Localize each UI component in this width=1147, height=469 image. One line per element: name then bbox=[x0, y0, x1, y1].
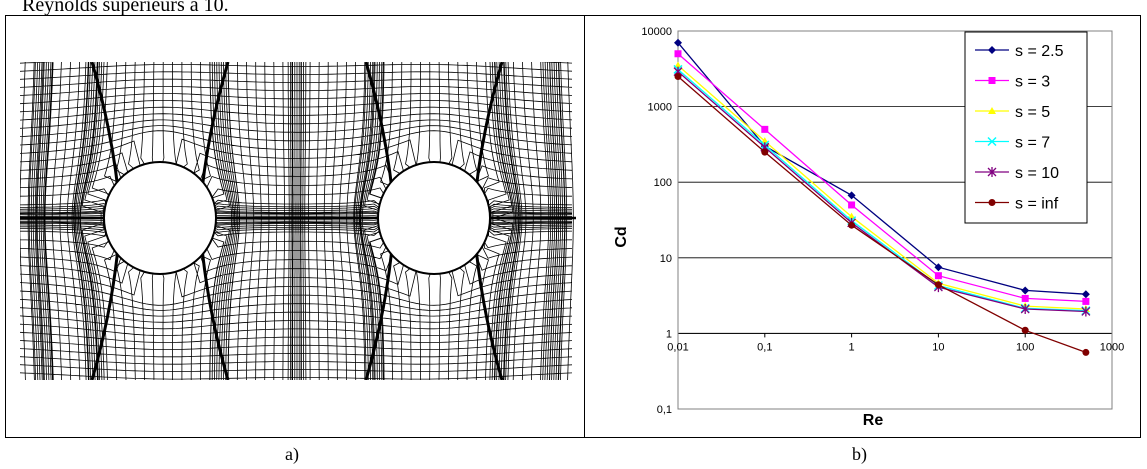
y-tick-label: 0,1 bbox=[657, 404, 672, 416]
y-tick-label: 1000 bbox=[648, 102, 672, 114]
data-point bbox=[1021, 286, 1030, 295]
legend-label: s = 3 bbox=[1015, 74, 1050, 91]
data-point bbox=[934, 272, 942, 280]
caption-b: b) bbox=[852, 444, 867, 464]
data-point bbox=[988, 77, 996, 84]
x-tick-labels: 0,01 0,1 1 10 100 1000 bbox=[667, 341, 1124, 353]
cylinder-right bbox=[377, 161, 491, 275]
data-point bbox=[934, 281, 942, 289]
data-point bbox=[847, 191, 856, 200]
legend-label: s = 2.5 bbox=[1015, 43, 1064, 60]
cylinder-left bbox=[103, 161, 217, 275]
header-text: Reynolds supérieurs à 10. bbox=[22, 0, 229, 16]
y-axis-label: Cd bbox=[613, 226, 630, 247]
legend-label: s = 5 bbox=[1015, 104, 1050, 121]
data-point bbox=[1081, 290, 1090, 299]
series-line bbox=[677, 53, 1086, 303]
chart-series bbox=[673, 38, 1091, 356]
data-point bbox=[761, 148, 769, 156]
x-tick-label: 0,01 bbox=[667, 341, 688, 353]
y-tick-labels: 0,1 1 10 100 1000 10000 bbox=[641, 26, 672, 416]
series-line bbox=[677, 65, 1086, 310]
x-tick-label: 0,1 bbox=[757, 341, 772, 353]
x-tick-label: 100 bbox=[1016, 341, 1034, 353]
x-tick-label: 10 bbox=[932, 341, 944, 353]
data-point bbox=[934, 263, 943, 272]
series-group bbox=[674, 50, 1090, 305]
data-point bbox=[674, 73, 682, 81]
plot-area bbox=[677, 30, 1113, 410]
data-point bbox=[674, 50, 682, 58]
x-axis-label: Re bbox=[863, 412, 884, 429]
data-point bbox=[987, 167, 997, 177]
legend-label: s = 10 bbox=[1015, 165, 1059, 182]
legend-box bbox=[964, 31, 1088, 224]
data-point bbox=[674, 38, 682, 47]
data-point bbox=[1082, 297, 1090, 305]
series-line bbox=[677, 69, 1086, 312]
data-point bbox=[988, 199, 996, 206]
data-point bbox=[1082, 348, 1090, 356]
panel-divider bbox=[584, 15, 585, 438]
data-point bbox=[1021, 326, 1029, 334]
y-tick-label: 10000 bbox=[641, 26, 672, 38]
y-tick-label: 1 bbox=[666, 328, 672, 340]
y-tick-label: 100 bbox=[654, 177, 672, 189]
data-point bbox=[1081, 306, 1091, 317]
series-group bbox=[674, 73, 1090, 356]
figure-frame bbox=[5, 15, 1141, 438]
series-line bbox=[677, 76, 1087, 354]
data-point bbox=[1021, 294, 1029, 302]
legend-label: s = 7 bbox=[1015, 135, 1050, 152]
chart-legend: s = 2.5 s = 3 s = 5 s = 7 s = 10 s = inf bbox=[964, 31, 1088, 224]
data-point bbox=[987, 136, 997, 147]
x-tick-label: 1 bbox=[849, 341, 855, 353]
x-tick-label: 1000 bbox=[1100, 341, 1124, 353]
data-point bbox=[848, 221, 856, 229]
data-point bbox=[1020, 304, 1030, 315]
legend-label: s = inf bbox=[1015, 196, 1059, 213]
data-point bbox=[848, 201, 856, 209]
data-point bbox=[988, 46, 996, 54]
data-point bbox=[988, 107, 996, 114]
data-point bbox=[761, 125, 769, 133]
mesh-figure bbox=[20, 62, 576, 380]
y-tick-label: 10 bbox=[660, 253, 672, 265]
caption-a: a) bbox=[285, 444, 299, 464]
